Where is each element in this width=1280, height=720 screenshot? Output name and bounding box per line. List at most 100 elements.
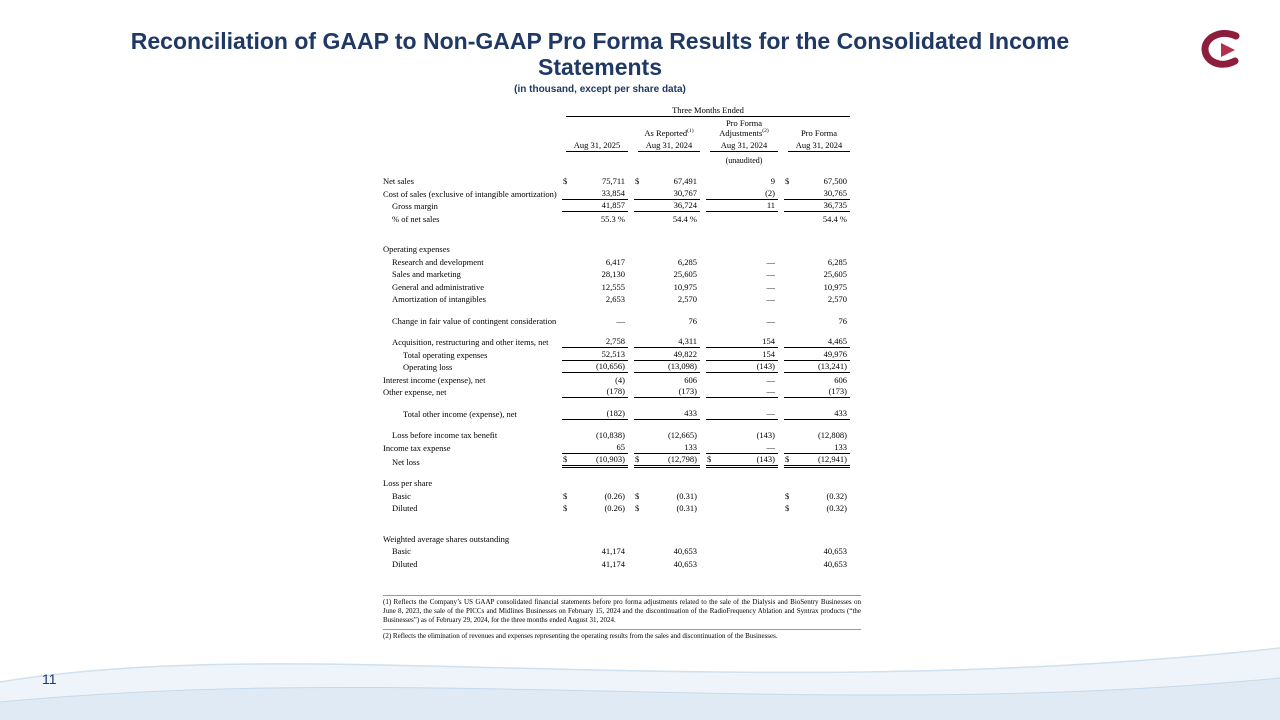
cell-value: 54.4 % bbox=[822, 213, 847, 224]
cell-value: 133 bbox=[634, 442, 700, 454]
cell-value: 4,465 bbox=[784, 336, 850, 349]
cell-value: 606 bbox=[834, 374, 847, 385]
cell-value: $ (0.26) bbox=[563, 490, 625, 501]
footnotes: (1) Reflects the Company’s US GAAP conso… bbox=[383, 595, 861, 645]
cell-value: 40,653 bbox=[673, 546, 697, 557]
table-row: Total other income (expense), net (182) 43… bbox=[383, 407, 861, 420]
row-label bbox=[383, 428, 561, 429]
company-logo-icon bbox=[1196, 30, 1248, 70]
cell-value: — bbox=[766, 281, 776, 292]
table-spacer-row bbox=[383, 225, 861, 234]
table-row: Gross margin 41,857 36,724 11 36,735 bbox=[383, 200, 861, 213]
cell-value: 49,976 bbox=[784, 349, 850, 361]
page-title-line2: Statements bbox=[538, 54, 662, 81]
row-label: Change in fair value of contingent consi… bbox=[392, 315, 557, 326]
table-row: General and administrative 12,555 10,975 — 1… bbox=[383, 280, 861, 293]
row-label: Weighted average shares outstanding bbox=[383, 533, 510, 544]
table-spacer-row bbox=[383, 468, 861, 477]
cell-value: 154 bbox=[706, 336, 778, 349]
cell-value: (13,241) bbox=[784, 361, 850, 374]
cell-value: $ (12,941) bbox=[784, 454, 850, 468]
row-label: Basic bbox=[392, 546, 411, 557]
row-label bbox=[383, 522, 561, 523]
table-row: Cost of sales (exclusive of intangible a… bbox=[383, 187, 861, 200]
cell-value: $ (10,903) bbox=[562, 454, 628, 468]
cell-value: $ (0.26) bbox=[563, 503, 625, 514]
group-header-as-reported: As Reported(1) bbox=[644, 127, 694, 138]
cell-value: $ (143) bbox=[706, 454, 778, 468]
cell-value: — bbox=[766, 269, 776, 280]
row-label bbox=[383, 531, 561, 532]
table-row: Basic 41,174 40,653 40,653 bbox=[383, 545, 861, 558]
table-row: Other expense, net (178) (173) — (173) bbox=[383, 386, 861, 399]
cell-value: 65 bbox=[562, 442, 628, 454]
table-row: Net loss $ (10,903) $ (12,798) $ (143) $ (12,941… bbox=[383, 454, 861, 468]
cell-value: 28,130 bbox=[601, 269, 625, 280]
cell-value: — bbox=[766, 315, 776, 326]
unaudited-label: (unaudited) bbox=[725, 155, 763, 165]
cell-value: 41,174 bbox=[601, 558, 625, 569]
cell-value: 41,857 bbox=[562, 200, 628, 213]
table-header-span-row: Three Months Ended bbox=[383, 104, 861, 117]
cell-value: $67,491 bbox=[635, 176, 697, 187]
cell-value: (143) bbox=[756, 430, 775, 441]
table-spacer-row bbox=[383, 234, 861, 243]
cell-value: (10,656) bbox=[562, 361, 628, 374]
row-label bbox=[383, 313, 561, 314]
row-label: Interest income (expense), net bbox=[383, 374, 486, 385]
cell-value: 606 bbox=[684, 374, 697, 385]
cell-value: $ (0.32) bbox=[785, 503, 847, 514]
cell-value: 33,854 bbox=[562, 188, 628, 200]
cell-value: — bbox=[616, 315, 626, 326]
group-header-proforma-adjustments: Pro Forma Adjustments(2) bbox=[719, 117, 769, 138]
table-row: Loss before income tax benefit (10,838) (1… bbox=[383, 429, 861, 442]
row-label: General and administrative bbox=[392, 281, 485, 292]
cell-value: — bbox=[766, 374, 776, 385]
row-label: Sales and marketing bbox=[392, 269, 461, 280]
page-title-line1: Reconciliation of GAAP to Non-GAAP Pro F… bbox=[130, 28, 1070, 54]
cell-value: 49,822 bbox=[634, 349, 700, 361]
row-label bbox=[383, 476, 561, 477]
table-section-row: Operating expenses bbox=[383, 243, 861, 256]
table-row: Diluted 41,174 40,653 40,653 bbox=[383, 557, 861, 570]
date-header: Aug 31, 2025 bbox=[566, 138, 628, 153]
cell-value: $ (0.32) bbox=[785, 490, 847, 501]
table-section-row: Loss per share bbox=[383, 477, 861, 490]
table-row: Interest income (expense), net (4) 606 — 606 bbox=[383, 373, 861, 386]
cell-value: 154 bbox=[706, 349, 778, 361]
date-header: Aug 31, 2024 bbox=[788, 138, 850, 153]
cell-value: 76 bbox=[838, 315, 848, 326]
row-label: Loss per share bbox=[383, 478, 433, 489]
cell-value: 133 bbox=[784, 442, 850, 454]
cell-value bbox=[706, 501, 778, 502]
cell-value: 36,724 bbox=[634, 200, 700, 213]
row-label: Net sales bbox=[383, 176, 414, 187]
cell-value bbox=[706, 513, 778, 514]
table-row: Income tax expense 65 133 — 133 bbox=[383, 441, 861, 454]
table-row: Sales and marketing 28,130 25,605 — 25,605 bbox=[383, 268, 861, 281]
cell-value: $ (0.31) bbox=[635, 490, 697, 501]
cell-value bbox=[706, 556, 778, 557]
page-subtitle: (in thousand, except per share data) bbox=[514, 84, 686, 95]
cell-value: (12,665) bbox=[667, 430, 697, 441]
cell-value: — bbox=[706, 386, 778, 399]
cell-value: (12,808) bbox=[817, 430, 847, 441]
cell-value: $75,711 bbox=[563, 176, 625, 187]
cell-value: 41,174 bbox=[601, 546, 625, 557]
footnote-2: (2) Reflects the elimination of revenues… bbox=[383, 629, 861, 641]
cell-value: 40,653 bbox=[823, 558, 847, 569]
cell-value: 6,417 bbox=[605, 256, 625, 267]
cell-value: (10,838) bbox=[595, 430, 625, 441]
cell-value: 52,513 bbox=[562, 349, 628, 361]
cell-value: — bbox=[706, 442, 778, 454]
row-label: Acquisition, restructuring and other ite… bbox=[392, 337, 549, 348]
cell-value bbox=[706, 224, 778, 225]
cell-value: 6,285 bbox=[827, 256, 847, 267]
cell-value: — bbox=[766, 294, 776, 305]
cell-value: — bbox=[706, 408, 778, 420]
cell-value: 2,758 bbox=[562, 336, 628, 349]
row-label: Total operating expenses bbox=[403, 349, 488, 360]
cell-value: 40,653 bbox=[673, 558, 697, 569]
cell-value: (173) bbox=[784, 386, 850, 399]
